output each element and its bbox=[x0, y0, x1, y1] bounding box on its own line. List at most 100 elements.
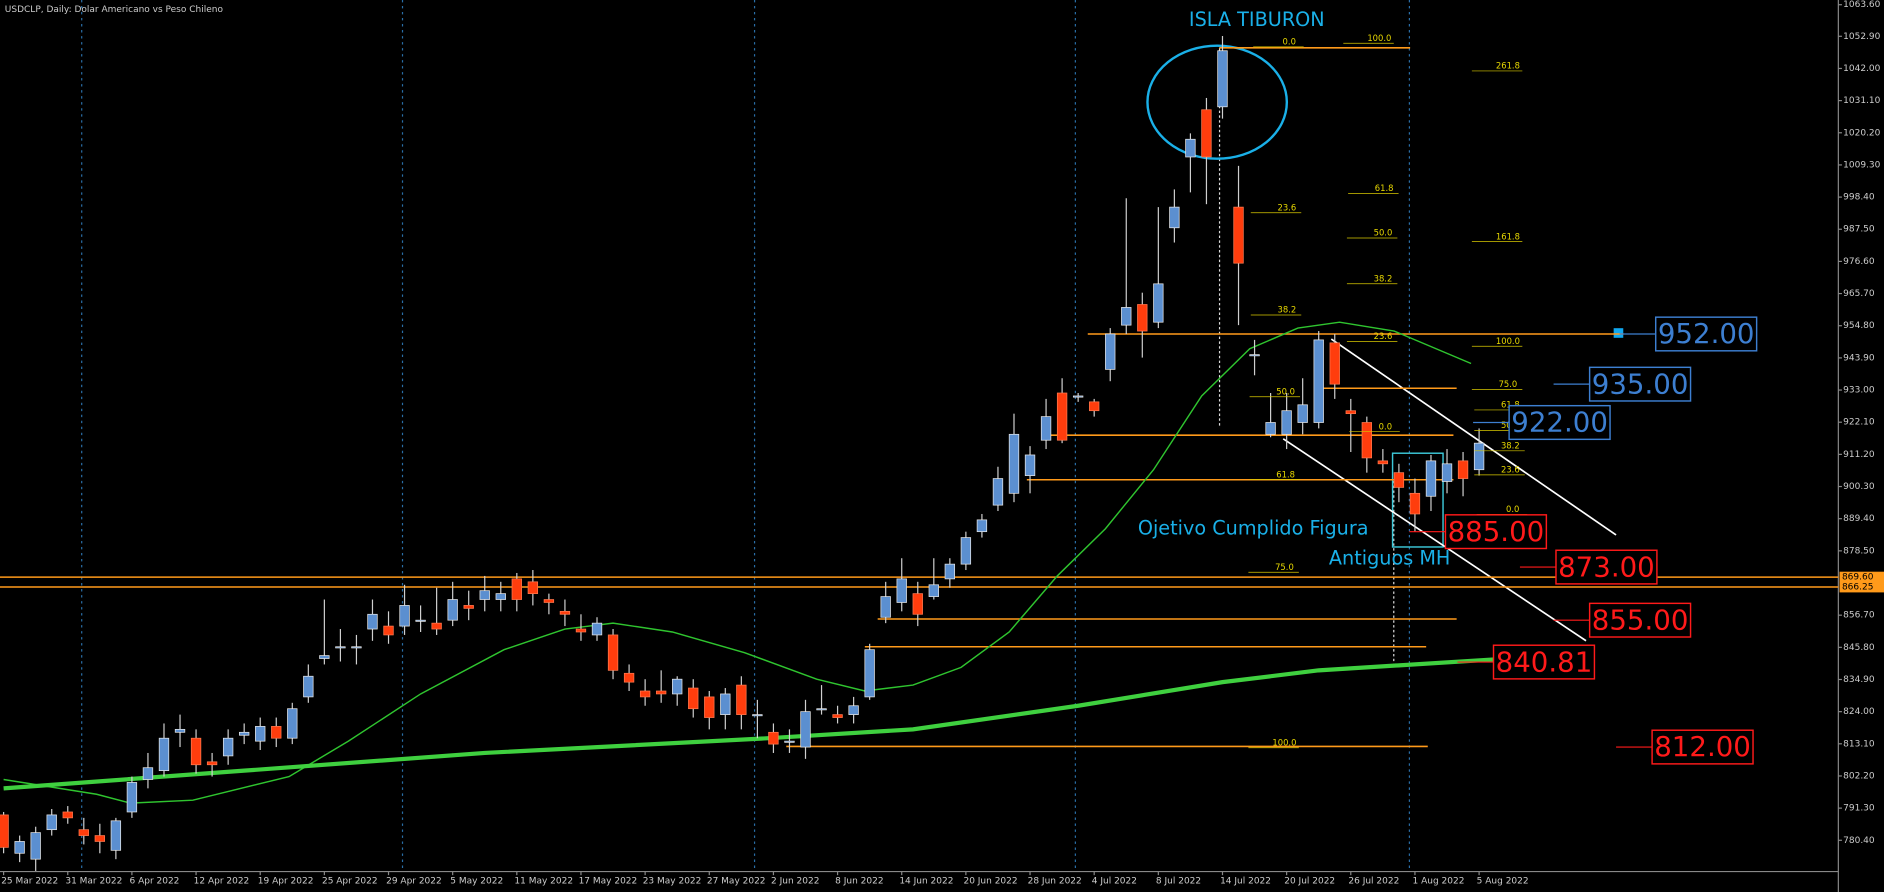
y-tick-label: 1063.60 bbox=[1843, 0, 1880, 10]
candle-body bbox=[559, 610, 571, 615]
y-tick-label: 791.30 bbox=[1843, 804, 1875, 814]
marker-square bbox=[1613, 328, 1624, 338]
channel-line bbox=[1330, 338, 1617, 536]
x-tick-label: 26 Jul 2022 bbox=[1348, 877, 1399, 887]
price-label-box bbox=[1444, 514, 1548, 550]
candle-body bbox=[832, 714, 843, 718]
y-tick-label: 802.20 bbox=[1843, 771, 1875, 781]
candle-body bbox=[768, 731, 779, 745]
y-tick-label: 780.40 bbox=[1843, 836, 1875, 846]
y-tick-label: 965.70 bbox=[1843, 289, 1875, 299]
candle-body bbox=[527, 581, 539, 594]
candle-body bbox=[1217, 50, 1228, 108]
x-tick-label: 1 Aug 2022 bbox=[1413, 877, 1465, 887]
y-tick-label: 1042.00 bbox=[1843, 64, 1880, 74]
candle-body bbox=[511, 578, 522, 600]
candle-body bbox=[1409, 492, 1421, 515]
candle-body bbox=[800, 711, 811, 748]
candle-body bbox=[1089, 401, 1100, 412]
candle-body bbox=[78, 829, 89, 836]
fib-label: 38.2 bbox=[1374, 273, 1393, 283]
y-tick-label: 998.40 bbox=[1843, 193, 1875, 203]
candle-body bbox=[1105, 333, 1116, 370]
x-tick-label: 25 Apr 2022 bbox=[322, 877, 378, 887]
fib-label: 0.0 bbox=[1283, 37, 1296, 47]
candle-body bbox=[1281, 410, 1292, 435]
x-tick-label: 14 Jul 2022 bbox=[1220, 877, 1271, 887]
candle-body bbox=[222, 737, 234, 757]
x-tick-label: 11 May 2022 bbox=[514, 877, 573, 887]
fib-label: 50.0 bbox=[1276, 386, 1295, 396]
candle-body bbox=[1457, 460, 1469, 479]
candle-body bbox=[1377, 460, 1389, 465]
candle-body bbox=[287, 708, 298, 739]
price-label-box bbox=[1588, 366, 1692, 402]
candle-body bbox=[351, 646, 362, 649]
candle-body bbox=[190, 737, 202, 766]
candle-body bbox=[367, 613, 378, 630]
y-tick-label: 1020.20 bbox=[1843, 128, 1880, 138]
price-label: 840.81 bbox=[1496, 645, 1593, 678]
candle-body bbox=[94, 835, 106, 842]
candle-body bbox=[752, 714, 763, 717]
x-tick-label: 4 Jul 2022 bbox=[1092, 877, 1137, 887]
candle-body bbox=[1153, 283, 1164, 323]
y-tick-label: 889.40 bbox=[1843, 514, 1875, 524]
y-tick-label: 856.70 bbox=[1843, 611, 1875, 621]
candle-body bbox=[0, 814, 9, 848]
candle-body bbox=[639, 690, 651, 698]
fib-label: 50.0 bbox=[1374, 228, 1393, 238]
price-label-box bbox=[1555, 549, 1658, 585]
candle-body bbox=[896, 578, 907, 603]
fib-label: 38.2 bbox=[1501, 440, 1520, 450]
candle-body bbox=[1393, 472, 1405, 488]
candle-body bbox=[976, 519, 988, 533]
y-tick-label: 911.20 bbox=[1843, 450, 1875, 460]
candle-body bbox=[399, 605, 410, 627]
y-tick-label: 878.50 bbox=[1843, 546, 1875, 556]
candle-body bbox=[688, 687, 699, 710]
y-tick-label: 824.00 bbox=[1843, 707, 1875, 717]
candle-body bbox=[110, 820, 122, 851]
price-label: 855.00 bbox=[1592, 603, 1689, 636]
candle-body bbox=[1441, 463, 1453, 482]
candle-body bbox=[607, 634, 619, 671]
axis-marker-box bbox=[1839, 571, 1884, 583]
candle-body bbox=[174, 728, 186, 733]
candle-body bbox=[880, 596, 891, 618]
candle-body bbox=[1201, 109, 1212, 158]
y-tick-label: 922.10 bbox=[1843, 418, 1875, 428]
chart-title: USDCLP, Daily: Dolar Americano vs Peso C… bbox=[5, 5, 224, 15]
candle-body bbox=[672, 678, 683, 695]
candle-body bbox=[126, 782, 138, 813]
fib-label: 61.8 bbox=[1276, 469, 1295, 479]
candle-body bbox=[1233, 206, 1244, 264]
y-tick-label: 933.00 bbox=[1843, 386, 1875, 396]
candle-body bbox=[1169, 206, 1180, 229]
y-tick-label: 813.10 bbox=[1843, 739, 1875, 749]
candle-body bbox=[944, 563, 956, 580]
candle-body bbox=[1345, 410, 1356, 415]
candle-body bbox=[655, 690, 667, 695]
price-label-box bbox=[1651, 729, 1754, 765]
y-tick-label: 1009.30 bbox=[1843, 160, 1880, 170]
candle-body bbox=[928, 584, 939, 597]
candle-body bbox=[1121, 307, 1132, 326]
highlight-ellipse bbox=[1146, 44, 1289, 160]
candle-body bbox=[142, 767, 154, 780]
y-tick-label: 1052.90 bbox=[1843, 32, 1880, 42]
x-tick-label: 8 Jun 2022 bbox=[835, 877, 883, 887]
x-tick-label: 17 May 2022 bbox=[579, 877, 638, 887]
candle-body bbox=[206, 761, 218, 766]
price-label-box bbox=[1588, 602, 1692, 638]
y-tick-label: 900.30 bbox=[1843, 482, 1875, 492]
candle-body bbox=[479, 590, 490, 600]
x-tick-label: 20 Jul 2022 bbox=[1284, 877, 1335, 887]
fib-label: 61.8 bbox=[1375, 183, 1394, 193]
x-tick-label: 5 May 2022 bbox=[450, 877, 503, 887]
candle-body bbox=[62, 811, 73, 819]
period-separators bbox=[81, 0, 1410, 872]
y-tick-label: 845.80 bbox=[1843, 643, 1875, 653]
